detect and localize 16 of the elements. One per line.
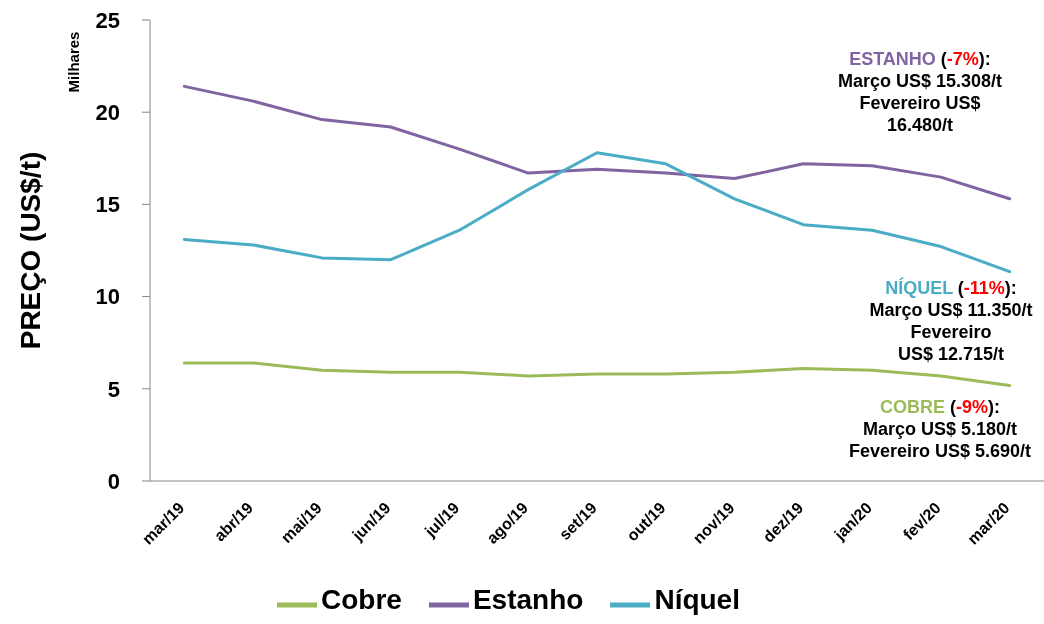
y-tick-label: 5 <box>107 376 120 402</box>
y-tick-label: 25 <box>95 7 120 33</box>
annotation: ESTANHO (-7%): Março US$ 15.308/t Fevereiro US$ 16.480/t <box>837 48 1003 136</box>
legend-label: Estanho <box>472 584 584 615</box>
y-axis-title: PREÇO (US$/t) <box>14 151 46 350</box>
text: Milhares <box>64 31 82 93</box>
annotation: NÍQUEL (-11%): Março US$ 11.350/t Fevereiro US$ 12.715/t <box>869 277 1033 365</box>
y-tick-label: 20 <box>95 100 120 126</box>
line-series <box>182 361 1012 387</box>
legend-label: Níquel <box>654 584 740 615</box>
y-tick-label: 15 <box>95 192 120 218</box>
line-series <box>182 151 1012 274</box>
y-tick-label: 10 <box>95 284 120 310</box>
legend-label: Cobre <box>321 584 402 615</box>
annotation: COBRE (-9%): Março US$ 5.180/t Fevereiro US$ 5.690/t <box>848 396 1032 462</box>
y-tick-label: 0 <box>107 468 120 494</box>
